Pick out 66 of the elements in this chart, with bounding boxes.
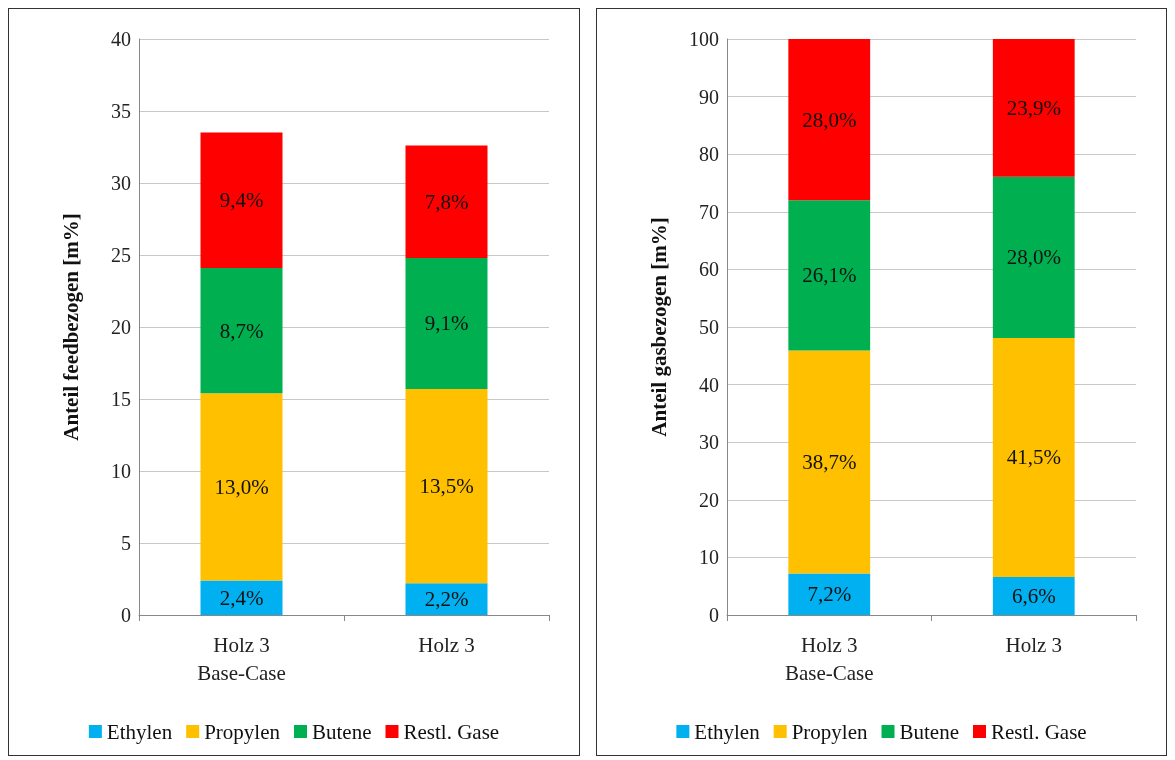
- x-tick-label: Holz 3: [418, 633, 475, 657]
- data-label: 13,0%: [214, 474, 269, 499]
- y-tick-label: 40: [111, 28, 131, 50]
- bar: [788, 350, 871, 574]
- data-label: 28,0%: [802, 107, 857, 132]
- y-tick-label: 10: [111, 460, 131, 482]
- y-tick-label: 20: [111, 316, 131, 338]
- legend-label: Restl. Gase: [403, 719, 500, 744]
- bar: [788, 200, 871, 351]
- legend-label: Butene: [312, 719, 372, 744]
- data-label: 7,8%: [424, 189, 469, 214]
- data-label: 26,1%: [802, 263, 857, 288]
- bar: [405, 583, 488, 615]
- data-label: 6,6%: [1011, 583, 1056, 608]
- x-tick-label: Holz 3: [1005, 633, 1063, 657]
- data-label: 7,2%: [807, 582, 852, 607]
- data-label: 28,0%: [1006, 245, 1061, 270]
- data-label: 9,4%: [219, 188, 264, 213]
- y-tick-label: 80: [699, 143, 719, 166]
- bar: [992, 337, 1075, 577]
- bar: [992, 39, 1075, 177]
- y-tick-label: 15: [111, 388, 131, 410]
- y-tick-label: 60: [699, 258, 719, 281]
- bar: [992, 576, 1075, 615]
- bar: [405, 388, 488, 584]
- bar: [405, 145, 488, 258]
- bar: [405, 257, 488, 389]
- legend-label: Propylen: [791, 719, 869, 744]
- bar: [200, 393, 283, 581]
- bar: [200, 580, 283, 615]
- y-tick-label: 10: [699, 546, 719, 569]
- x-tick-label: Holz 3 Base-Case: [197, 633, 286, 685]
- y-tick-label: 90: [699, 85, 719, 108]
- y-tick-label: 50: [699, 316, 719, 338]
- y-tick-label: 0: [709, 604, 719, 626]
- data-label: 13,5%: [419, 474, 474, 499]
- legend-label: Ethylen: [694, 719, 761, 744]
- y-tick-label: 5: [121, 532, 131, 554]
- legend-label: Restl. Gase: [990, 719, 1087, 744]
- y-tick-label: 30: [111, 172, 131, 194]
- y-tick-label: 40: [699, 373, 719, 396]
- y-tick-label: 30: [699, 431, 719, 454]
- bar: [200, 267, 283, 394]
- y-axis-title: Anteil gasbezogen [m%]: [646, 217, 671, 437]
- legend-label: Propylen: [204, 719, 281, 744]
- data-label: 9,1%: [424, 311, 469, 336]
- data-label: 23,9%: [1006, 95, 1061, 120]
- data-label: 2,4%: [219, 585, 264, 610]
- y-tick-label: 20: [699, 488, 719, 511]
- y-tick-label: 35: [111, 100, 131, 122]
- bar: [788, 573, 871, 615]
- legend-label: Butene: [899, 719, 959, 744]
- y-tick-label: 25: [111, 244, 131, 266]
- bar: [200, 132, 283, 268]
- bar: [788, 39, 871, 201]
- data-label: 38,7%: [802, 450, 857, 475]
- y-tick-label: 70: [699, 200, 719, 223]
- bar: [992, 176, 1075, 338]
- legend-label: Ethylen: [106, 719, 173, 744]
- y-axis-title: Anteil feedbezogen [m%]: [58, 213, 83, 441]
- data-label: 41,5%: [1006, 445, 1061, 470]
- x-tick-label: Holz 3 Base-Case: [784, 633, 874, 685]
- y-tick-label: 0: [121, 604, 131, 626]
- data-label: 2,2%: [424, 587, 469, 612]
- data-label: 8,7%: [219, 318, 264, 343]
- y-tick-label: 100: [689, 28, 719, 50]
